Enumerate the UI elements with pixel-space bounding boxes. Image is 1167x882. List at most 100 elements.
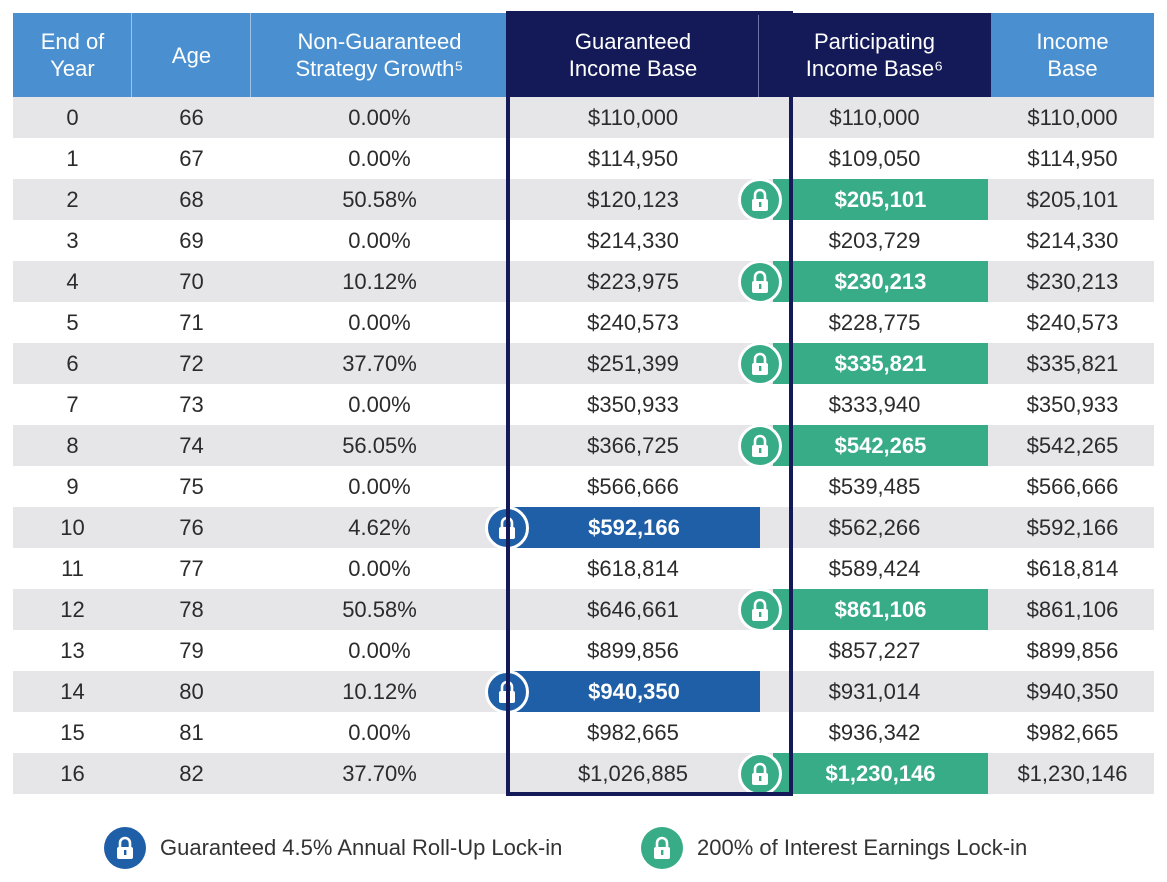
cell-age: 70 xyxy=(179,268,204,294)
cell-income-base: $542,265 xyxy=(1026,432,1119,458)
cell-strategy-growth: 4.62% xyxy=(348,514,411,540)
cell-guaranteed-income-base: $251,399 xyxy=(587,350,679,376)
cell-participating-income-base-locked: $861,106 xyxy=(773,589,988,630)
legend-participating: 200% of Interest Earnings Lock-in xyxy=(641,826,1027,870)
lock-icon xyxy=(738,342,782,386)
cell-guaranteed-income-base: $110,000 xyxy=(587,104,679,130)
cell-end-of-year: 9 xyxy=(66,473,79,499)
cell-age: 67 xyxy=(179,145,204,171)
cell-strategy-growth: 0.00% xyxy=(348,473,411,499)
cell-strategy-growth: 50.58% xyxy=(342,596,417,622)
cell-participating-income-base: $539,485 xyxy=(828,473,921,499)
cell-strategy-growth: 37.70% xyxy=(342,350,417,376)
cell-guaranteed-income-base: $566,666 xyxy=(587,473,679,499)
cell-participating-income-base: $333,940 xyxy=(828,391,921,417)
cell-end-of-year: 16 xyxy=(60,760,85,786)
cell-participating-income-base: $857,227 xyxy=(828,637,921,663)
cell-strategy-growth: 0.00% xyxy=(348,637,411,663)
cell-end-of-year: 1 xyxy=(66,145,79,171)
cell-strategy-growth: 50.58% xyxy=(342,186,417,212)
lock-icon xyxy=(738,424,782,468)
cell-strategy-growth: 0.00% xyxy=(348,555,411,581)
cell-income-base: $592,166 xyxy=(1026,514,1119,540)
cell-income-base: $350,933 xyxy=(1026,391,1119,417)
cell-participating-income-base: $109,050 xyxy=(828,145,921,171)
cell-income-base: $940,350 xyxy=(1026,678,1119,704)
cell-income-base: $566,666 xyxy=(1026,473,1119,499)
cell-income-base: $240,573 xyxy=(1026,309,1119,335)
cell-income-base: $618,814 xyxy=(1026,555,1119,581)
cell-income-base: $335,821 xyxy=(1026,350,1119,376)
cell-strategy-growth: 0.00% xyxy=(348,104,411,130)
cell-strategy-growth: 10.12% xyxy=(342,678,417,704)
cell-age: 76 xyxy=(179,514,204,540)
table-row: 4 70 10.12% $223,975 $230,213 $230,213 xyxy=(13,260,1154,304)
cell-guaranteed-income-base: $350,933 xyxy=(587,391,679,417)
cell-guaranteed-income-base: $114,950 xyxy=(587,145,679,171)
lock-icon xyxy=(104,827,146,869)
header-income-base: Income Base xyxy=(991,13,1154,97)
cell-participating-income-base: $110,000 xyxy=(829,104,920,130)
cell-guaranteed-income-base: $899,856 xyxy=(587,637,679,663)
table-row: 15 81 0.00% $982,665 $936,342 $982,665 xyxy=(13,712,1154,753)
cell-end-of-year: 7 xyxy=(66,391,79,417)
legend-participating-label: 200% of Interest Earnings Lock-in xyxy=(697,835,1028,860)
cell-strategy-growth: 56.05% xyxy=(342,432,417,458)
header-participating-income-base: Participating Income Base⁶ xyxy=(758,13,991,97)
cell-age: 72 xyxy=(179,350,204,376)
cell-end-of-year: 5 xyxy=(66,309,79,335)
header-strategy-growth: Non-Guaranteed Strategy Growth⁵ xyxy=(251,13,508,97)
lock-icon xyxy=(485,506,529,550)
table-row: 0 66 0.00% $110,000 $110,000 $110,000 xyxy=(13,97,1154,138)
lock-icon xyxy=(738,260,782,304)
cell-guaranteed-income-base-locked: $940,350 xyxy=(508,671,760,712)
cell-guaranteed-income-base: $1,026,885 xyxy=(577,760,689,786)
column-divider xyxy=(758,13,759,97)
cell-strategy-growth: 10.12% xyxy=(342,268,417,294)
cell-age: 77 xyxy=(179,555,204,581)
cell-income-base: $899,856 xyxy=(1026,637,1119,663)
table-row: 3 69 0.00% $214,330 $203,729 $214,330 xyxy=(13,220,1154,261)
cell-end-of-year: 6 xyxy=(66,350,79,376)
cell-guaranteed-income-base: $214,330 xyxy=(587,227,679,253)
cell-guaranteed-income-base: $366,725 xyxy=(587,432,679,458)
lock-icon xyxy=(485,670,529,714)
header-end-of-year: End of Year xyxy=(13,13,132,97)
cell-participating-income-base-locked: $335,821 xyxy=(773,343,988,384)
cell-guaranteed-income-base: $646,661 xyxy=(587,596,679,622)
table-row: 2 68 50.58% $120,123 $205,101 $205,101 xyxy=(13,178,1154,222)
cell-age: 80 xyxy=(179,678,204,704)
cell-age: 66 xyxy=(179,104,204,130)
lock-icon xyxy=(738,752,782,796)
table-row: 10 76 4.62% $592,166 $562,266 $592,166 xyxy=(13,506,1154,550)
cell-income-base: $861,106 xyxy=(1026,596,1119,622)
cell-age: 81 xyxy=(179,719,204,745)
cell-strategy-growth: 0.00% xyxy=(348,145,411,171)
cell-participating-income-base-locked: $542,265 xyxy=(773,425,988,466)
cell-income-base: $1,230,146 xyxy=(1017,760,1128,786)
cell-income-base: $110,000 xyxy=(1027,104,1118,130)
cell-end-of-year: 11 xyxy=(61,555,84,581)
cell-age: 82 xyxy=(179,760,204,786)
cell-age: 78 xyxy=(179,596,204,622)
table-row: 9 75 0.00% $566,666 $539,485 $566,666 xyxy=(13,466,1154,507)
table-row: 1 67 0.00% $114,950 $109,050 $114,950 xyxy=(13,138,1154,179)
cell-end-of-year: 8 xyxy=(66,432,79,458)
cell-income-base: $205,101 xyxy=(1026,186,1119,212)
legend-guaranteed-label: Guaranteed 4.5% Annual Roll-Up Lock-in xyxy=(160,835,563,860)
lock-icon xyxy=(738,588,782,632)
cell-guaranteed-income-base-locked: $592,166 xyxy=(508,507,760,548)
cell-participating-income-base: $931,014 xyxy=(828,678,921,704)
cell-guaranteed-income-base: $618,814 xyxy=(587,555,679,581)
table-row: 11 77 0.00% $618,814 $589,424 $618,814 xyxy=(13,548,1154,589)
cell-age: 74 xyxy=(179,432,204,458)
header-age: Age xyxy=(132,13,251,97)
cell-strategy-growth: 0.00% xyxy=(348,309,411,335)
cell-age: 68 xyxy=(179,186,204,212)
cell-age: 75 xyxy=(179,473,204,499)
cell-guaranteed-income-base: $240,573 xyxy=(587,309,679,335)
cell-participating-income-base: $589,424 xyxy=(828,555,921,581)
cell-end-of-year: 12 xyxy=(60,596,85,622)
cell-age: 71 xyxy=(179,309,204,335)
lock-icon xyxy=(738,178,782,222)
